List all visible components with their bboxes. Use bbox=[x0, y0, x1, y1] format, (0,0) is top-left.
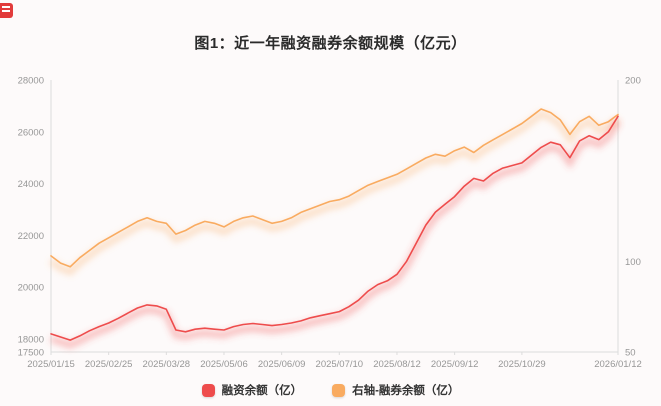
x-axis-tick-label: 2025/01/15 bbox=[27, 359, 75, 370]
series-glow bbox=[48, 110, 621, 276]
left-axis-tick-label: 26000 bbox=[18, 127, 44, 138]
legend-item-financing-balance[interactable]: 融资余额（亿） bbox=[201, 382, 303, 398]
legend-item-securities-lending-balance[interactable]: 右轴-融券余额（亿） bbox=[332, 382, 459, 398]
legend-label-financing-balance: 融资余额（亿） bbox=[221, 385, 303, 397]
left-axis-tick-label: 17500 bbox=[18, 348, 44, 359]
right-axis-tick-label: 50 bbox=[625, 348, 636, 359]
left-axis-tick-label: 24000 bbox=[18, 179, 44, 190]
legend-label-securities-lending-balance: 右轴-融券余额（亿） bbox=[352, 385, 460, 397]
x-axis-tick-label: 2025/03/28 bbox=[143, 359, 191, 370]
x-axis-tick-label: 2025/07/10 bbox=[316, 359, 364, 370]
x-axis-tick-label: 2025/06/09 bbox=[258, 359, 306, 370]
corner-logo-icon bbox=[0, 3, 13, 18]
x-axis-tick-label: 2025/02/25 bbox=[85, 359, 133, 370]
x-axis-tick-label: 2025/08/12 bbox=[373, 359, 421, 370]
left-axis-tick-label: 28000 bbox=[18, 76, 44, 87]
series-line bbox=[50, 115, 619, 341]
x-axis-tick-label: 2025/10/29 bbox=[498, 359, 546, 370]
left-axis-tick-label: 18000 bbox=[18, 335, 44, 346]
left-axis-tick-label: 20000 bbox=[18, 283, 44, 294]
financing-balance-swatch-icon bbox=[201, 383, 215, 397]
x-axis-tick-label: 2025/05/06 bbox=[200, 359, 248, 370]
x-axis-tick-label: 2025/09/12 bbox=[431, 359, 479, 370]
right-axis-tick-label: 200 bbox=[625, 76, 641, 87]
chart-title: 图1：近一年融资融券余额规模（亿元） bbox=[194, 35, 467, 52]
series-line bbox=[50, 108, 619, 268]
left-axis-tick-label: 22000 bbox=[18, 231, 44, 242]
securities-lending-balance-swatch-icon bbox=[332, 383, 346, 397]
x-axis-tick-label: 2026/01/12 bbox=[594, 359, 642, 370]
chart-legend: 融资余额（亿） 右轴-融券余额（亿） bbox=[0, 382, 661, 398]
series-glow bbox=[49, 119, 621, 349]
right-axis-tick-label: 100 bbox=[625, 257, 641, 268]
